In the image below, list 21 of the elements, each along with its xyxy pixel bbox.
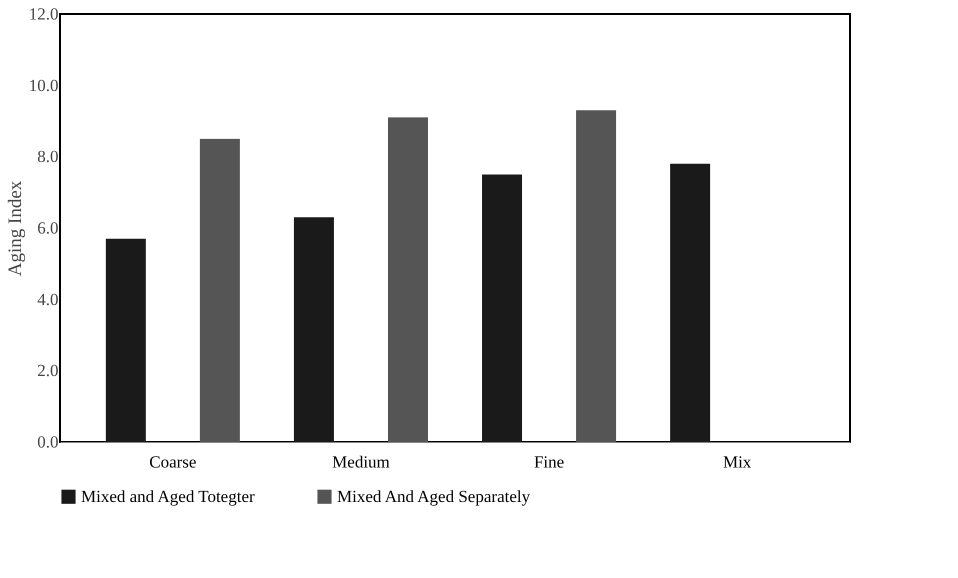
x-tick-label: Coarse — [149, 452, 196, 472]
y-tick-label: 10.0 — [28, 76, 58, 95]
bar — [482, 174, 522, 442]
bar — [388, 117, 428, 442]
y-tick-label: 4.0 — [37, 290, 58, 309]
y-tick-label: 12.0 — [28, 4, 58, 24]
y-tick-label: 2.0 — [37, 361, 58, 380]
y-tick-label: 6.0 — [37, 218, 58, 238]
y-axis-title: Aging Index — [4, 180, 26, 276]
x-tick-label: Fine — [534, 452, 564, 472]
bar — [294, 217, 334, 442]
bar — [200, 138, 240, 442]
legend-label: Mixed and Aged Totegter — [81, 486, 255, 506]
legend-label: Mixed And Aged Separately — [337, 486, 531, 506]
bar — [106, 238, 146, 442]
y-tick-label: 8.0 — [37, 147, 58, 166]
bar — [576, 110, 616, 442]
x-tick-label: Medium — [332, 452, 390, 472]
bar — [670, 164, 710, 442]
y-tick-label: 0.0 — [37, 432, 58, 452]
x-tick-label: Mix — [722, 452, 752, 472]
